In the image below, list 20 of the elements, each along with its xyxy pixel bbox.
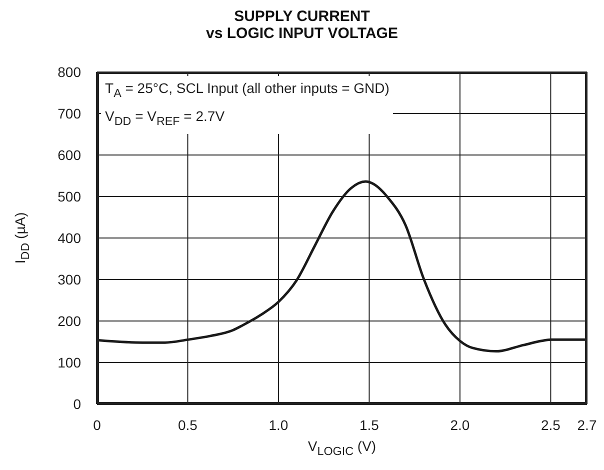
y-tick-label: 700 xyxy=(58,105,82,122)
y-tick-label: 300 xyxy=(58,271,82,288)
x-tick-label: 1.5 xyxy=(359,416,380,433)
y-tick-label: 800 xyxy=(58,64,82,80)
x-tick-label: 0 xyxy=(93,416,102,433)
x-tick-label: 2.0 xyxy=(450,416,470,433)
y-tick-label: 0 xyxy=(73,396,82,412)
chart-title: SUPPLY CURRENT vs LOGIC INPUT VOLTAGE xyxy=(205,8,399,42)
y-tick-label: 200 xyxy=(58,312,82,329)
x-tick-label: 1.0 xyxy=(268,416,288,433)
annotation: T$_{A}$ = 25°C, SCL Input (all other inputs = GND) xyxy=(105,79,390,102)
x-axis-title: V$_{LOGIC}$ (V) xyxy=(306,438,378,458)
x-tick-label: 2.5 xyxy=(540,416,561,433)
y-tick-label: 600 xyxy=(58,146,82,163)
x-tick-label: 2.7 xyxy=(577,416,597,433)
y-tick-label: 100 xyxy=(58,354,82,370)
y-tick-label: 500 xyxy=(58,188,82,204)
annotation: V$_{DD}$ = V$_{REF}$ = 2.7V xyxy=(105,106,226,130)
y-tick-label: 400 xyxy=(58,230,82,246)
x-tick-label: 0.5 xyxy=(178,416,198,433)
